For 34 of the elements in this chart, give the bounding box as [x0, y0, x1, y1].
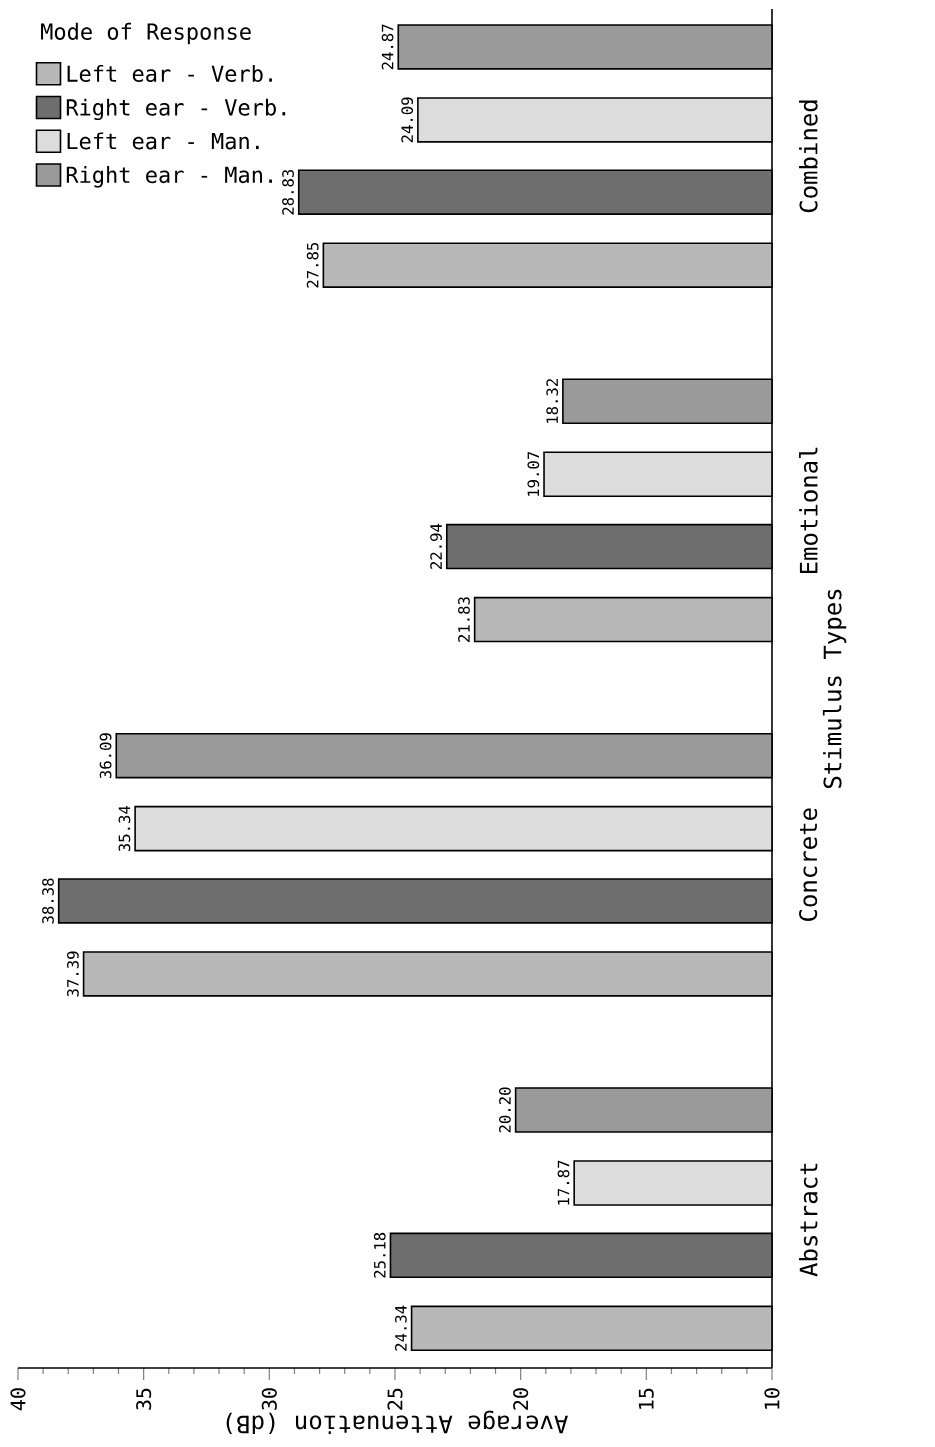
data-label: 37.39: [66, 951, 79, 997]
y-axis-title: Stimulus Types: [822, 589, 847, 788]
x-tick-label: 30: [261, 1388, 277, 1410]
data-label: 17.87: [557, 1160, 570, 1205]
x-tick-label: 35: [136, 1388, 152, 1410]
data-label: 19.07: [527, 451, 540, 496]
legend-label: Right ear - Man.: [66, 166, 272, 188]
y-tick-label: Emotional: [799, 447, 818, 574]
data-label: 24.09: [401, 97, 414, 143]
legend-title: Mode of Response: [41, 22, 251, 45]
data-label: 27.85: [306, 242, 319, 288]
data-label: 25.18: [373, 1232, 386, 1278]
y-tick-label: Combined: [799, 100, 818, 213]
x-tick-label: 10: [764, 1388, 780, 1409]
legend-label: Left ear - Verb.: [67, 64, 272, 82]
legend-label: Left ear - Man.: [67, 132, 259, 150]
y-tick-label: Abstract: [799, 1163, 818, 1277]
x-tick-label: 20: [513, 1388, 529, 1410]
data-label: 36.09: [99, 733, 112, 779]
x-axis-title: Average Attenuation (dB): [226, 1410, 568, 1435]
x-tick-label: 40: [10, 1388, 26, 1411]
data-label: 21.83: [458, 597, 470, 642]
x-tick-label: 25: [387, 1388, 403, 1410]
data-label: 22.94: [430, 523, 442, 569]
x-tick-label: 15: [638, 1388, 654, 1409]
data-label: 24.87: [381, 24, 394, 70]
data-label: 35.34: [118, 805, 131, 852]
y-tick-label: Concrete: [799, 808, 818, 921]
data-label: 38.38: [42, 878, 54, 924]
data-label: 24.34: [394, 1305, 407, 1351]
data-label: 20.20: [499, 1087, 511, 1133]
legend-label: Right ear - Verb.: [66, 98, 286, 121]
data-label: 18.32: [546, 379, 559, 423]
data-label: 28.83: [282, 169, 294, 215]
